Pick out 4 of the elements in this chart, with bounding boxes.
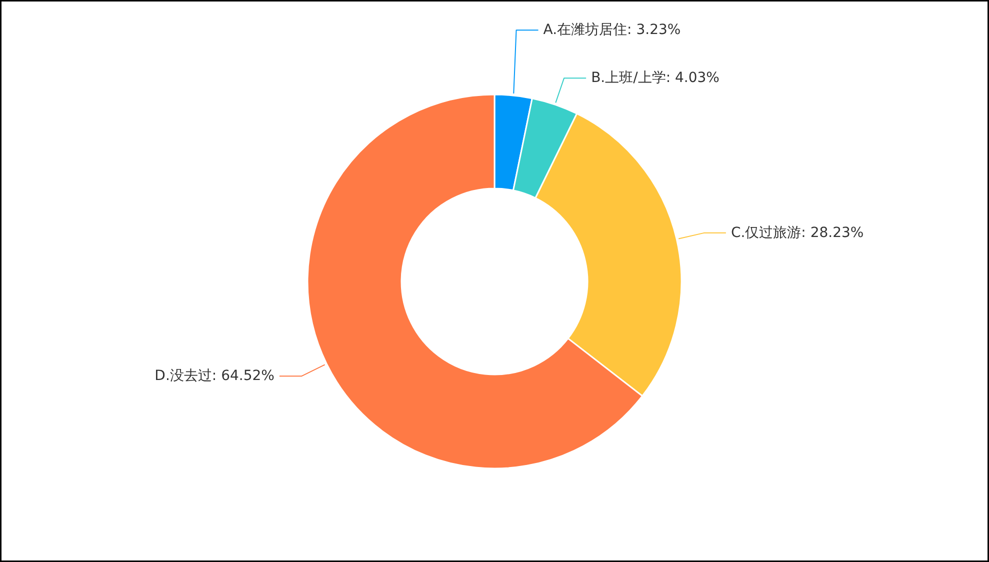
slice-label: D.没去过: 64.52% bbox=[154, 368, 274, 384]
slice-label: C.仅过旅游: 28.23% bbox=[730, 224, 864, 241]
slice-label: B.上班/上学: 4.03% bbox=[591, 70, 720, 86]
slice-label: A.在潍坊居住: 3.23% bbox=[543, 22, 681, 38]
